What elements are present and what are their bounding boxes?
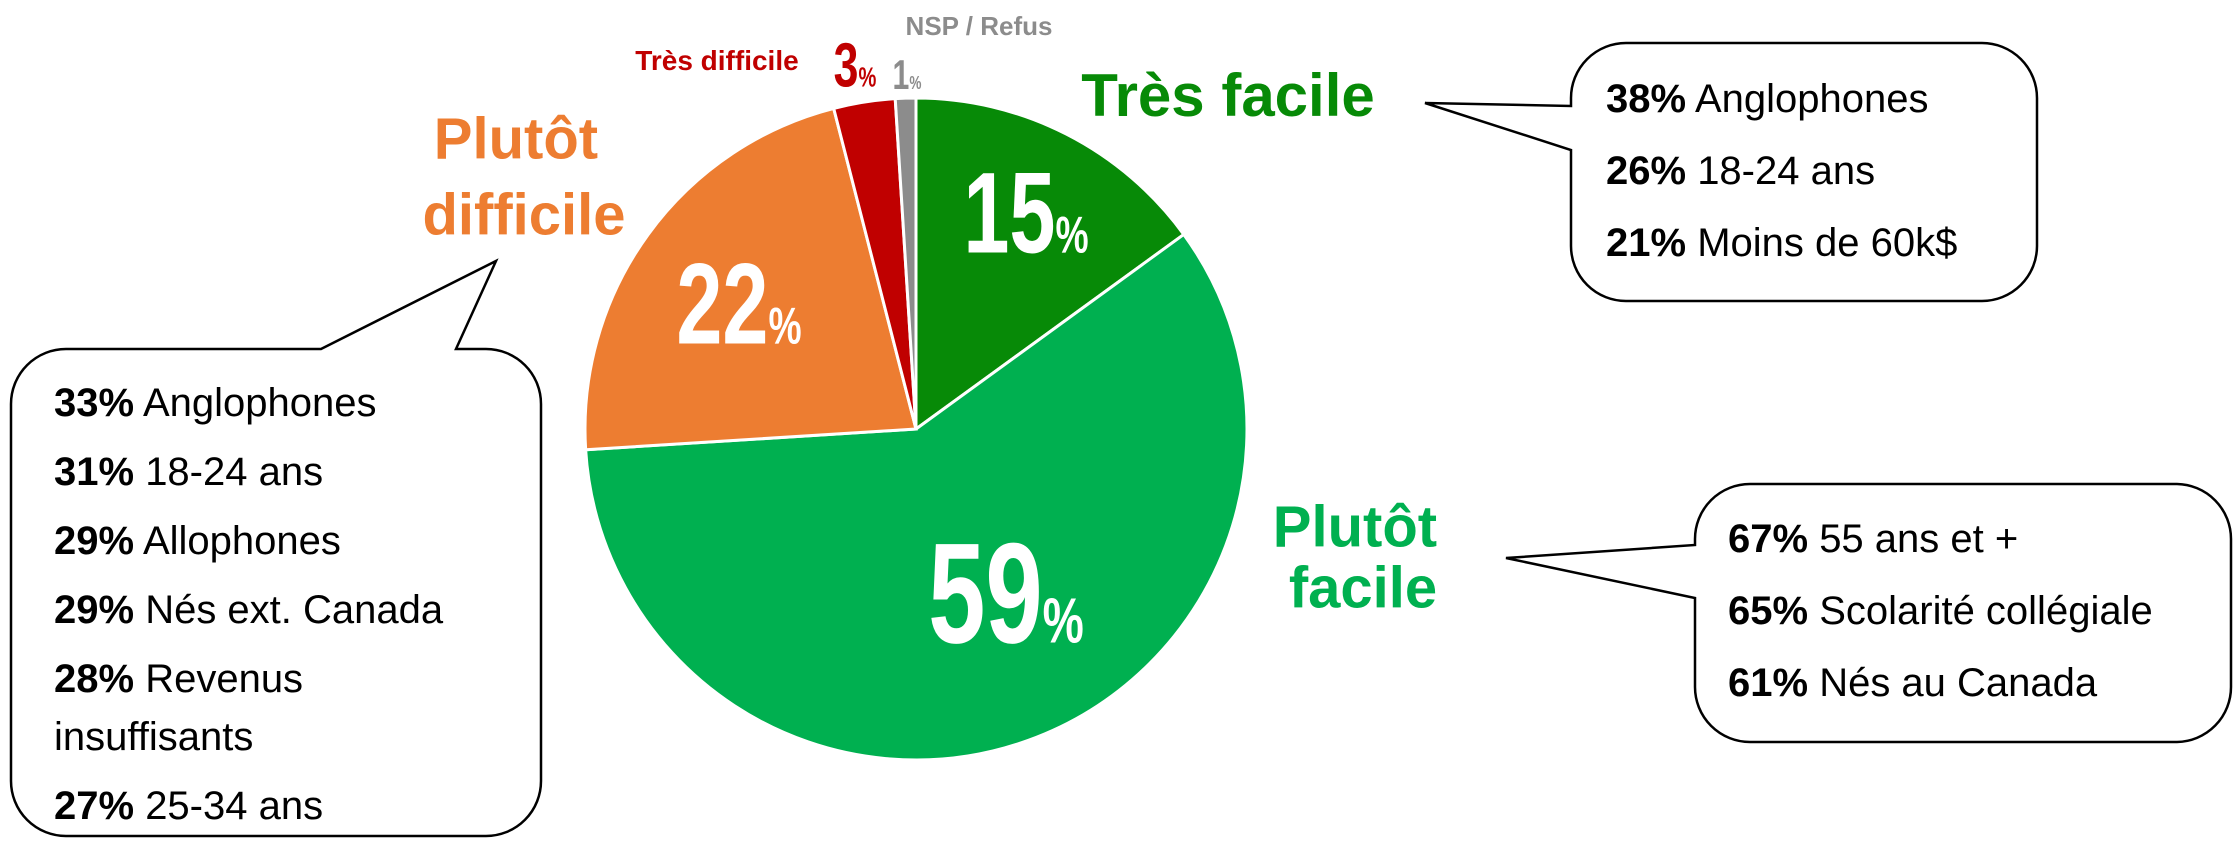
category-label-line: Plutôt xyxy=(1273,494,1453,559)
callout-item: 65% Scolarité collégiale xyxy=(1728,582,2234,640)
callout-label: 55 ans et + xyxy=(1819,517,2019,561)
category-label-line: Plutôt xyxy=(434,106,614,171)
value-label-number: 3 xyxy=(834,31,859,100)
callout-item: 29% Allophones xyxy=(54,512,484,570)
category-label: Plutôt difficile xyxy=(422,106,625,247)
value-label: 1% xyxy=(893,51,922,98)
callout-value: 29% xyxy=(54,588,135,632)
category-label: Très difficile xyxy=(635,45,798,76)
callout-item: 31% 18-24 ans xyxy=(54,443,484,501)
callout-item: 27% 25-34 ans xyxy=(54,777,484,835)
value-label-group: 15% xyxy=(963,149,1088,278)
value-label: 22% xyxy=(676,240,801,369)
callout-value: 26% xyxy=(1606,149,1687,193)
callout-item: 61% Nés au Canada xyxy=(1728,654,2234,712)
callout-item: 21% Moins de 60k$ xyxy=(1606,214,2126,272)
callout-label: Moins de 60k$ xyxy=(1697,221,1958,265)
value-label: 59% xyxy=(928,514,1084,674)
value-label-unit: % xyxy=(1043,584,1084,656)
value-label-group: 22% xyxy=(676,240,801,369)
callout-box xyxy=(1424,41,2039,303)
value-label-number: 59 xyxy=(928,514,1043,674)
callout-item: 26% 18-24 ans xyxy=(1606,142,2126,200)
value-label-group: 3% xyxy=(834,31,877,100)
callout-value: 21% xyxy=(1606,221,1687,265)
callout-box xyxy=(9,258,543,838)
callout-value: 33% xyxy=(54,381,135,425)
value-label-unit: % xyxy=(909,73,921,94)
callout-label: 25-34 ans xyxy=(145,784,324,828)
callout-value: 38% xyxy=(1606,77,1687,121)
callout-item: 67% 55 ans et + xyxy=(1728,510,2234,568)
callout-label: Nés au Canada xyxy=(1819,661,2098,705)
callout-text: 67% 55 ans et +65% Scolarité collégiale 6… xyxy=(1728,510,2234,726)
callout-label: Nés ext. Canada xyxy=(145,588,444,632)
category-label: NSP / Refus xyxy=(906,11,1053,41)
callout-item: 33% Anglophones xyxy=(54,374,484,432)
pie-slice xyxy=(893,96,918,430)
callout-label: Anglophones xyxy=(1694,77,1929,121)
pie-slice xyxy=(583,106,918,452)
callout-value: 61% xyxy=(1728,661,1809,705)
value-label: 15% xyxy=(963,149,1088,278)
pie-slice xyxy=(914,96,1186,432)
value-label-number: 22 xyxy=(676,240,768,369)
callout-value: 29% xyxy=(54,519,135,563)
callout-value: 31% xyxy=(54,450,135,494)
callout-value: 65% xyxy=(1728,589,1809,633)
callout-text: 33% Anglophones 31% 18-24 ans 29% Allophon… xyxy=(54,374,484,846)
value-label: 3% xyxy=(834,31,877,100)
callout-item: 28% Revenus insuffisants xyxy=(54,650,484,766)
category-label-line: facile xyxy=(1289,555,1437,620)
value-label-unit: % xyxy=(768,296,801,355)
callout-label: Scolarité collégiale xyxy=(1819,589,2153,633)
callout-value: 67% xyxy=(1728,517,1809,561)
value-label-unit: % xyxy=(858,62,876,93)
value-label-unit: % xyxy=(1055,205,1088,264)
callout-value: 28% xyxy=(54,657,135,701)
value-label-number: 15 xyxy=(963,149,1055,278)
pie-slice xyxy=(584,232,1249,762)
callout-item: 29% Nés ext. Canada xyxy=(54,581,484,639)
callout-text: 38% Anglophones 26% 18-24 ans 21% Moins de… xyxy=(1606,70,2126,286)
callout-box xyxy=(1505,482,2233,744)
category-label: Plutôt facile xyxy=(1273,494,1453,620)
value-label-group: 1% xyxy=(893,51,922,98)
callout-label: Revenus insuffisants xyxy=(54,657,304,759)
category-label-line: difficile xyxy=(422,182,625,247)
callout-label: 18-24 ans xyxy=(145,450,324,494)
callout-label: Allophones xyxy=(142,519,341,563)
callout-value: 27% xyxy=(54,784,135,828)
callout-label: Anglophones xyxy=(142,381,377,425)
value-label-group: 59% xyxy=(928,514,1084,674)
category-label: Très facile xyxy=(1081,62,1375,129)
callout-label: 18-24 ans xyxy=(1697,149,1876,193)
value-label-number: 1 xyxy=(893,51,910,98)
callout-item: 38% Anglophones xyxy=(1606,70,2126,128)
